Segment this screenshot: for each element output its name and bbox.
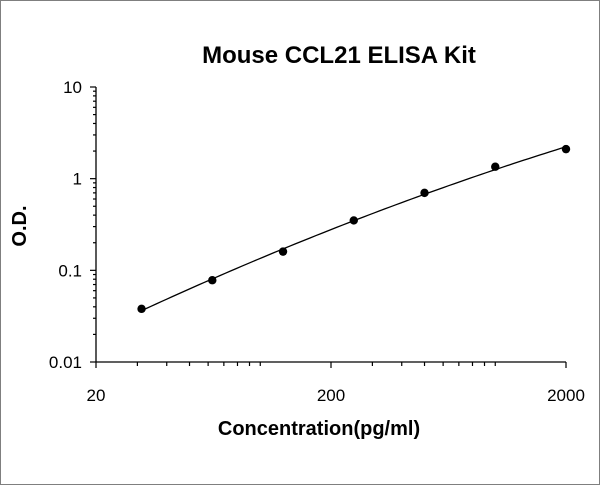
x-tick-label: 20 <box>87 386 106 405</box>
data-point <box>278 247 288 256</box>
x-axis-label: Concentration(pg/ml) <box>218 418 420 440</box>
fit-curve <box>140 146 567 312</box>
data-point <box>420 188 429 198</box>
chart-title: Mouse CCL21 ELISA Kit <box>202 42 476 69</box>
x-tick-label: 200 <box>317 386 345 405</box>
y-tick-label: 1 <box>73 170 82 189</box>
y-tick-label: 0.01 <box>49 353 82 372</box>
data-point <box>137 304 146 314</box>
data-point <box>561 144 571 154</box>
axes <box>95 87 566 363</box>
data-point <box>491 162 500 171</box>
data-point <box>349 216 358 225</box>
tick-labels: 0.01 0.1 1 10 20 200 2000 <box>49 78 585 405</box>
y-tick-label: 10 <box>63 78 82 97</box>
ticks <box>90 86 567 368</box>
data-points <box>137 144 571 314</box>
y-axis-label: O.D. <box>9 205 31 246</box>
y-tick-label: 0.1 <box>58 261 82 280</box>
x-tick-label: 2000 <box>547 386 585 405</box>
data-point <box>208 276 217 285</box>
